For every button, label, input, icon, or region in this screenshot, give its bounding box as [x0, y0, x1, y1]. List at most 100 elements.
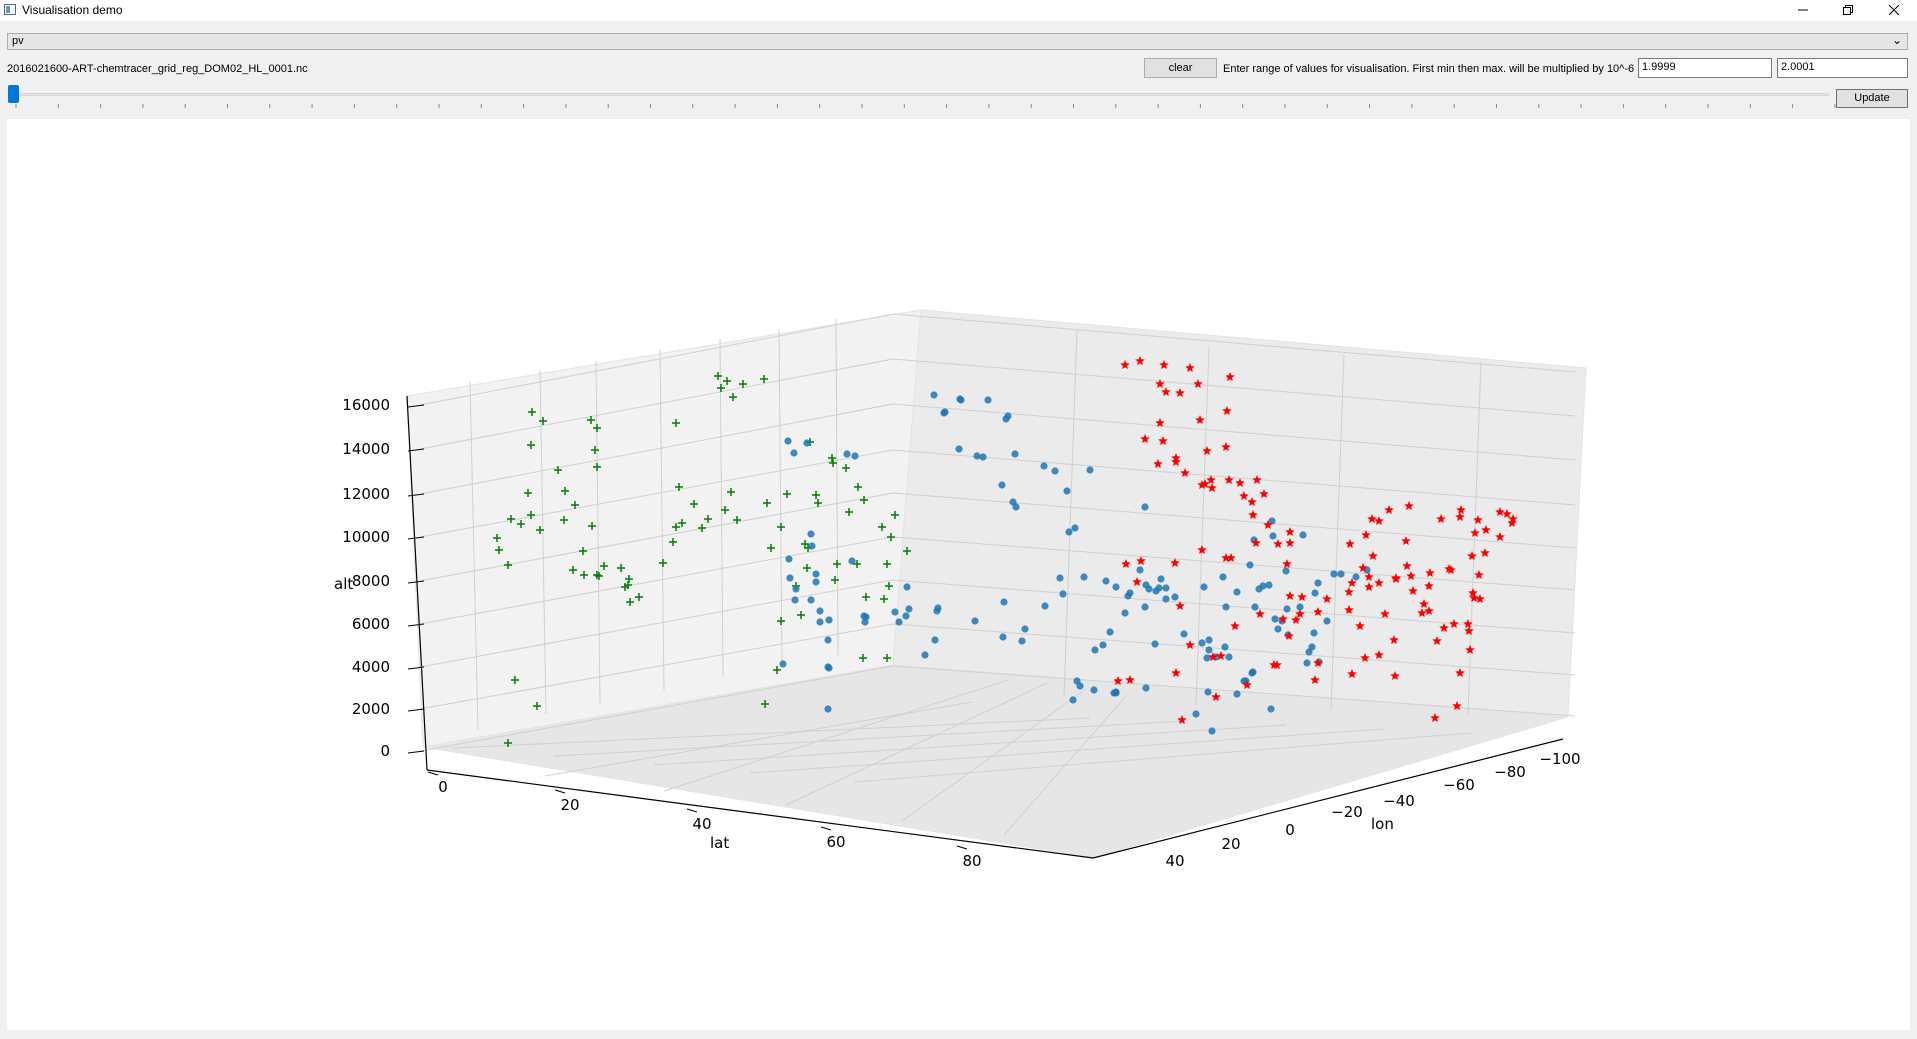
- red-star-marker: [1465, 645, 1475, 654]
- red-star-marker: [1202, 446, 1212, 455]
- red-star-marker: [1469, 593, 1479, 602]
- lon-tick-label: −80: [1494, 763, 1526, 781]
- z-tick-label: 0: [380, 742, 390, 760]
- variable-dropdown[interactable]: pv ⌄: [7, 33, 1908, 50]
- range-prompt: Enter range of values for visualisation.…: [1223, 63, 1635, 75]
- red-star-marker: [1225, 372, 1235, 381]
- lat-tick: [956, 845, 968, 850]
- blue-circle-marker: [816, 607, 824, 615]
- red-star-marker: [1155, 379, 1165, 388]
- lon-axis-line: [1092, 738, 1564, 859]
- z-tick: [407, 493, 425, 497]
- blue-circle-marker: [979, 453, 987, 461]
- blue-circle-marker: [1283, 605, 1291, 613]
- red-star-marker: [1140, 434, 1150, 443]
- blue-circle-marker: [1106, 628, 1114, 636]
- green-plus-marker: [554, 466, 562, 474]
- floor-gridline: [853, 732, 1472, 783]
- blue-circle-marker: [786, 574, 794, 582]
- blue-circle-marker: [1303, 659, 1311, 667]
- green-plus-marker: [635, 593, 643, 601]
- green-plus-marker: [617, 564, 625, 572]
- blue-circle-marker: [812, 578, 820, 586]
- red-star-marker: [1155, 418, 1165, 427]
- red-star-marker: [1313, 658, 1323, 667]
- chevron-down-icon: ⌄: [1891, 33, 1902, 47]
- red-star-marker: [1282, 559, 1292, 568]
- red-star-marker: [1474, 570, 1484, 579]
- lat-wall-gridline-h: [419, 313, 894, 406]
- red-star-marker: [1239, 491, 1249, 500]
- red-star-marker: [1408, 586, 1418, 595]
- z-tick-label: 2000: [352, 700, 390, 718]
- red-star-marker: [1355, 621, 1365, 630]
- lon-wall-gridline-h: [892, 623, 1576, 676]
- red-star-marker: [1480, 548, 1490, 557]
- red-star-marker: [1175, 601, 1185, 610]
- blue-circle-marker: [1059, 590, 1067, 598]
- blue-circle-marker: [779, 660, 787, 668]
- blue-circle-marker: [843, 450, 851, 458]
- red-star-marker: [1358, 563, 1368, 572]
- time-slider-handle[interactable]: [8, 85, 19, 103]
- lat-tick: [554, 789, 566, 794]
- blue-circle-marker: [1282, 567, 1290, 575]
- z-tick-label: 4000: [352, 658, 390, 676]
- blue-circle-marker: [861, 618, 869, 626]
- green-plus-marker: [814, 499, 822, 507]
- blue-circle-marker: [1080, 573, 1088, 581]
- blue-circle-marker: [851, 452, 859, 460]
- red-star-marker: [1255, 609, 1265, 618]
- blue-circle-marker: [1267, 705, 1275, 713]
- lon-wall-gridline-h: [892, 665, 1576, 717]
- update-button[interactable]: Update: [1836, 89, 1908, 108]
- green-plus-marker: [600, 562, 608, 570]
- blue-circle-marker: [824, 636, 832, 644]
- green-plus-marker: [777, 523, 785, 531]
- red-star-marker: [1269, 660, 1279, 669]
- green-plus-marker: [560, 516, 568, 524]
- range-max-input[interactable]: 2.0001: [1777, 58, 1908, 78]
- blue-circle-marker: [1121, 609, 1129, 617]
- red-star-marker: [1481, 525, 1491, 534]
- range-min-input[interactable]: 1.9999: [1638, 58, 1772, 78]
- minimize-icon: [1798, 9, 1808, 11]
- red-star-marker: [1171, 457, 1181, 466]
- blue-circle-marker: [1233, 690, 1241, 698]
- blue-circle-marker: [1110, 689, 1118, 697]
- close-button[interactable]: [1871, 0, 1917, 21]
- red-star-marker: [1470, 528, 1480, 537]
- clear-button[interactable]: clear: [1144, 58, 1217, 78]
- red-star-marker: [1180, 468, 1190, 477]
- restore-button[interactable]: [1825, 0, 1871, 21]
- lat-tick-label: 40: [692, 815, 711, 833]
- minimize-button[interactable]: [1780, 0, 1826, 21]
- blue-circle-marker: [1208, 727, 1216, 735]
- blue-circle-marker: [1198, 639, 1206, 647]
- red-star-marker: [1125, 675, 1135, 684]
- red-star-marker: [1259, 489, 1269, 498]
- blue-circle-marker: [1065, 528, 1073, 536]
- blue-circle-marker: [784, 437, 792, 445]
- blue-circle-marker: [1086, 466, 1094, 474]
- time-slider-track[interactable]: [12, 93, 1829, 96]
- blue-circle-marker: [825, 616, 833, 624]
- green-plus-marker: [495, 546, 503, 554]
- red-star-marker: [1221, 553, 1231, 562]
- green-plus-marker: [760, 375, 768, 383]
- red-star-marker: [1263, 520, 1273, 529]
- red-star-marker: [1285, 538, 1295, 547]
- green-plus-marker: [591, 446, 599, 454]
- blue-circle-marker: [1352, 573, 1360, 581]
- green-plus-marker: [842, 464, 850, 472]
- red-star-marker: [1430, 713, 1440, 722]
- z-tick-label: 16000: [342, 396, 390, 414]
- red-star-marker: [1455, 512, 1465, 521]
- lat-wall-gridline-h: [419, 403, 894, 495]
- red-star-marker: [1120, 360, 1130, 369]
- lon-tick-label: −100: [1539, 750, 1580, 768]
- red-star-marker: [1273, 539, 1283, 548]
- red-star-marker: [1113, 676, 1123, 685]
- blue-circle-marker: [1180, 630, 1188, 638]
- lat-wall-gridline-h: [419, 492, 894, 582]
